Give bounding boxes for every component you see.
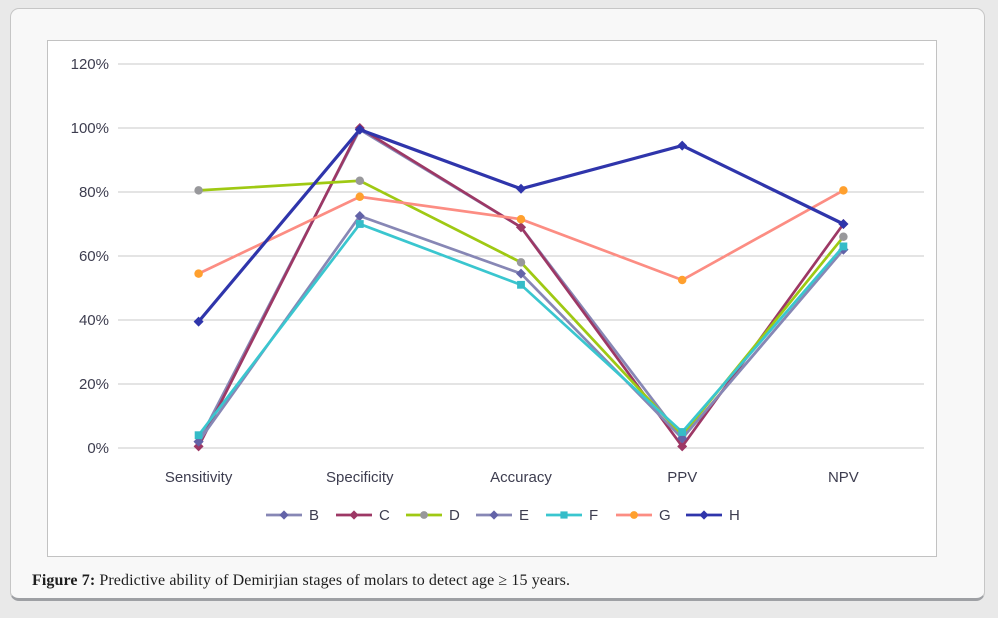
series-marker-E <box>516 268 526 279</box>
legend-marker-H <box>699 510 709 520</box>
x-axis-label-specificity: Specificity <box>326 469 394 486</box>
legend-item-D: D <box>406 507 460 524</box>
y-tick-label-0%: 0% <box>87 440 109 457</box>
legend-item-F: F <box>546 507 598 524</box>
legend: B C D E F G H <box>266 507 740 524</box>
legend-marker-E <box>489 510 499 520</box>
series-marker-F <box>678 428 687 436</box>
x-axis-label-ppv: PPV <box>667 469 697 486</box>
series-marker-G <box>194 269 203 278</box>
series-F <box>194 220 848 440</box>
series-marker-F <box>517 280 525 289</box>
figure-caption: Figure 7: Predictive ability of Demirjia… <box>32 572 570 590</box>
series-marker-H <box>516 183 526 194</box>
legend-label-C: C <box>379 507 390 524</box>
y-tick-label-60%: 60% <box>79 248 109 265</box>
series-G <box>194 186 848 285</box>
legend-label-B: B <box>309 507 319 524</box>
legend-label-G: G <box>659 507 671 524</box>
legend-marker-B <box>279 510 289 520</box>
series-marker-H <box>193 316 204 327</box>
series-marker-E <box>354 211 365 221</box>
series-marker-F <box>194 431 203 440</box>
legend-marker-F <box>560 511 568 519</box>
series-marker-H <box>838 219 849 229</box>
series-marker-C <box>516 222 526 233</box>
legend-item-E: E <box>476 507 529 524</box>
gridlines <box>118 63 924 449</box>
series-marker-D <box>355 176 365 186</box>
y-tick-label-80%: 80% <box>79 184 109 201</box>
x-axis-label-npv: NPV <box>828 469 859 486</box>
series-marker-H <box>677 140 688 151</box>
series-marker-F <box>839 242 848 251</box>
legend-marker-C <box>349 510 359 520</box>
legend-marker-D <box>420 511 428 519</box>
legend-label-F: F <box>589 507 598 524</box>
y-tick-label-20%: 20% <box>79 376 109 393</box>
legend-item-C: C <box>336 507 390 524</box>
y-tick-label-100%: 100% <box>71 120 109 137</box>
series-E <box>193 211 849 447</box>
chart-svg: 0% 20% 40% 60% 80% 100% 120% Sensitivity Specifi… <box>71 56 924 524</box>
series-marker-D <box>516 258 526 267</box>
series-marker-G <box>677 275 687 285</box>
figure-caption-label: Figure 7: <box>32 572 96 589</box>
series-marker-D <box>839 232 848 242</box>
legend-label-D: D <box>449 507 460 524</box>
legend-item-G: G <box>616 507 671 524</box>
figure-panel: 0% 20% 40% 60% 80% 100% 120% Sensitivity Specifi… <box>10 8 985 601</box>
x-axis-label-sensitivity: Sensitivity <box>165 469 233 486</box>
series-line-E <box>197 214 845 443</box>
y-tick-label-120%: 120% <box>71 56 109 73</box>
figure-caption-text: Predictive ability of Demirjian stages o… <box>95 572 571 589</box>
series-H <box>193 124 849 327</box>
legend-label-E: E <box>519 507 529 524</box>
series-marker-F <box>355 220 364 228</box>
series-marker-G <box>355 192 365 202</box>
series-marker-E <box>193 436 204 447</box>
legend-item-B: B <box>266 507 319 524</box>
series-marker-H <box>354 124 365 135</box>
legend-label-H: H <box>729 507 740 524</box>
y-tick-label-40%: 40% <box>79 312 109 329</box>
series-marker-D <box>194 186 203 195</box>
legend-marker-G <box>630 511 638 519</box>
series-marker-G <box>516 214 526 224</box>
series-marker-G <box>839 186 848 195</box>
legend-item-H: H <box>686 507 740 524</box>
chart-frame: 0% 20% 40% 60% 80% 100% 120% Sensitivity Specifi… <box>47 40 937 557</box>
series-marker-C <box>677 441 688 452</box>
x-axis-label-accuracy: Accuracy <box>490 469 552 486</box>
